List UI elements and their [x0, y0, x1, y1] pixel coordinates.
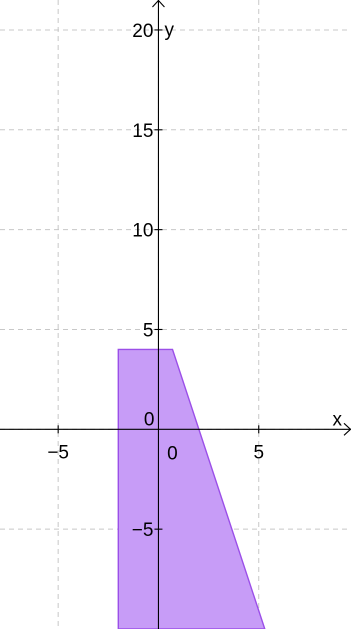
x-tick-label: 5	[253, 442, 264, 463]
x-tick-label: 0	[167, 443, 178, 464]
y-tick-label: 20	[132, 21, 153, 42]
axis-labels: −5 0 5 0 −5 5 10 15 20 x y	[47, 20, 342, 541]
shaded-region-layer	[117, 348, 266, 629]
y-tick-label: 5	[143, 320, 154, 341]
y-tick-label: 10	[132, 221, 153, 242]
x-axis-label: x	[333, 409, 343, 430]
origin-label: 0	[144, 409, 155, 430]
y-axis-label: y	[164, 20, 174, 41]
y-tick-label: 15	[132, 121, 153, 142]
shaded-region	[117, 348, 266, 629]
y-tick-label: −5	[132, 520, 154, 541]
x-tick-label: −5	[47, 442, 69, 463]
y-axis-arrowhead	[152, 0, 165, 8]
